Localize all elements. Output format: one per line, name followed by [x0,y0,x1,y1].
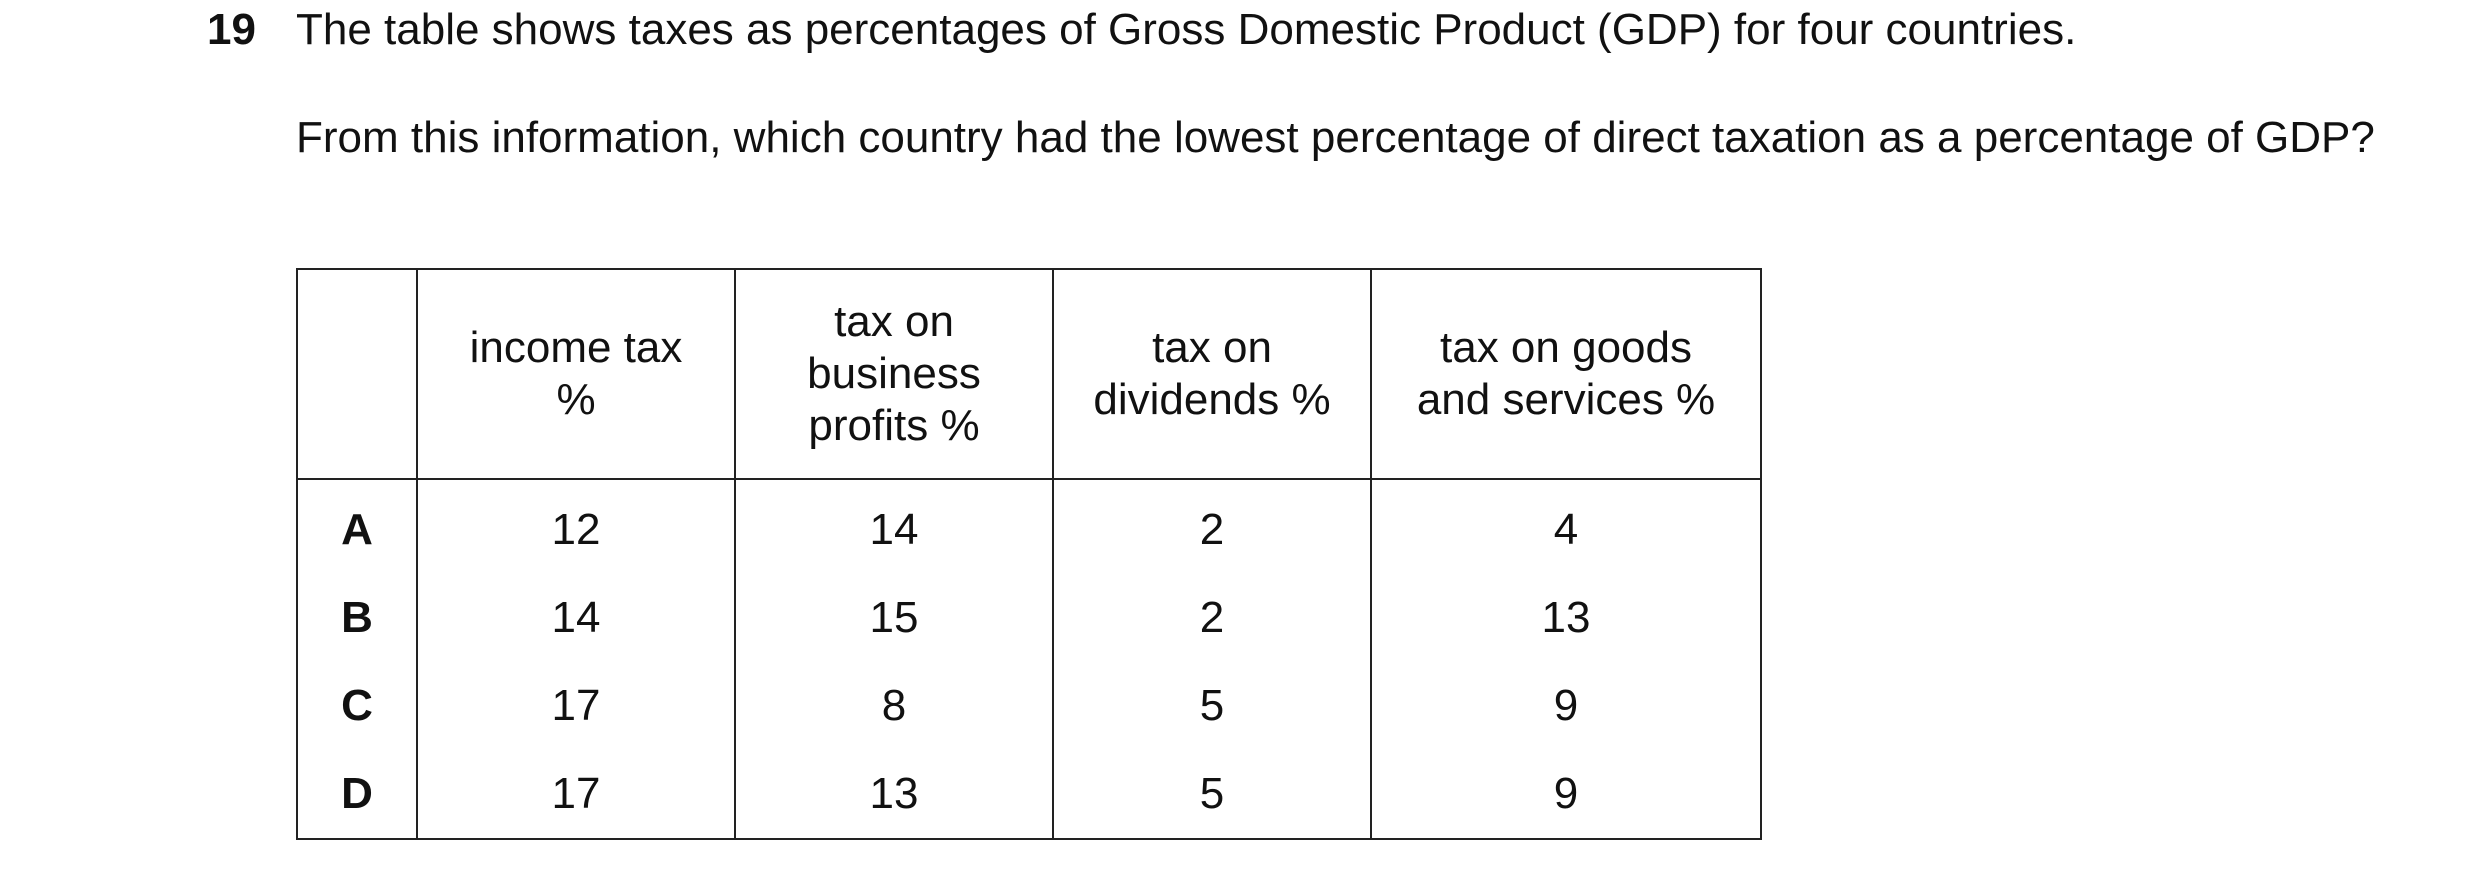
row-label: A [296,479,418,574]
table-cell: 15 [734,574,1054,662]
header-line: tax on goods [1440,323,1692,372]
table-cell: 9 [1370,662,1762,750]
row-label: B [296,574,418,662]
table-row: B 14 15 2 13 [296,574,1762,662]
question-stem: The table shows taxes as percentages of … [296,5,2077,54]
table-cell: 13 [1370,574,1762,662]
header-empty-cell [296,268,418,480]
tax-table: income tax % tax on business profits % t… [296,268,1762,840]
header-line: % [556,375,596,424]
table-cell: 2 [1052,574,1372,662]
header-line: tax on [834,297,954,346]
question-prompt: From this information, which country had… [296,113,2375,162]
header-line: dividends % [1093,375,1331,424]
table-row: A 12 14 2 4 [296,479,1762,574]
table-cell: 5 [1052,662,1372,750]
table-cell: 4 [1370,479,1762,574]
header-business-profits: tax on business profits % [734,268,1054,480]
table-cell: 12 [416,479,736,574]
header-line: business [807,349,981,398]
table-header-row: income tax % tax on business profits % t… [296,268,1762,480]
table-cell: 17 [416,750,736,840]
table-cell: 2 [1052,479,1372,574]
table-cell: 17 [416,662,736,750]
question-number: 19 [207,5,256,54]
table-cell: 5 [1052,750,1372,840]
header-dividends: tax on dividends % [1052,268,1372,480]
table-cell: 13 [734,750,1054,840]
header-income-tax: income tax % [416,268,736,480]
row-label: C [296,662,418,750]
table-row: C 17 8 5 9 [296,662,1762,750]
table-cell: 14 [416,574,736,662]
header-line: income tax [469,323,683,372]
table-cell: 14 [734,479,1054,574]
table-row: D 17 13 5 9 [296,750,1762,840]
header-line: profits % [808,401,980,450]
header-line: and services % [1416,375,1716,424]
table-cell: 9 [1370,750,1762,840]
header-goods-services: tax on goods and services % [1370,268,1762,480]
header-line: tax on [1152,323,1272,372]
table-cell: 8 [734,662,1054,750]
row-label: D [296,750,418,840]
